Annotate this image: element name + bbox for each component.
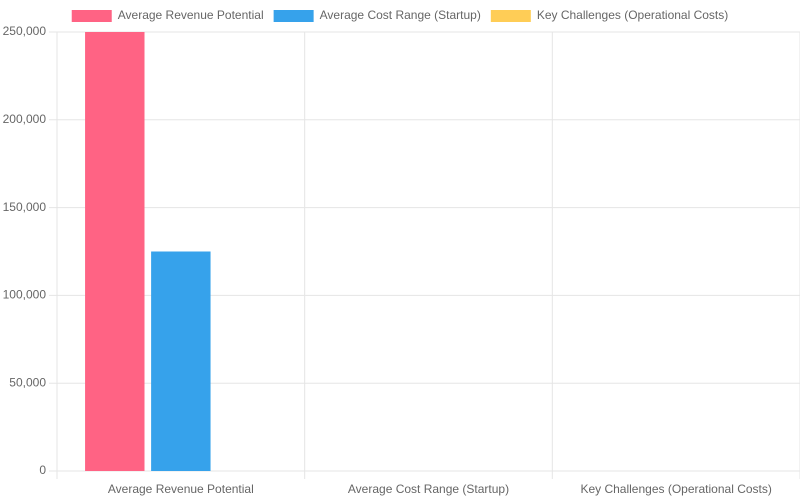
x-tick-label: Average Revenue Potential <box>108 482 254 496</box>
legend-label[interactable]: Key Challenges (Operational Costs) <box>537 8 728 22</box>
legend-label[interactable]: Average Revenue Potential <box>118 8 264 22</box>
y-tick-label: 250,000 <box>3 24 47 38</box>
y-tick-label: 50,000 <box>9 375 46 389</box>
x-tick-label: Key Challenges (Operational Costs) <box>580 482 771 496</box>
bar <box>151 251 211 471</box>
legend-swatch[interactable] <box>71 10 112 22</box>
bar <box>85 32 145 471</box>
legend-swatch[interactable] <box>490 10 531 22</box>
y-tick-label: 0 <box>39 463 46 477</box>
legend-swatch[interactable] <box>273 10 314 22</box>
x-tick-label: Average Cost Range (Startup) <box>348 482 509 496</box>
legend-label[interactable]: Average Cost Range (Startup) <box>320 8 481 22</box>
y-tick-label: 150,000 <box>3 200 47 214</box>
y-tick-label: 100,000 <box>3 288 47 302</box>
y-tick-label: 200,000 <box>3 112 47 126</box>
